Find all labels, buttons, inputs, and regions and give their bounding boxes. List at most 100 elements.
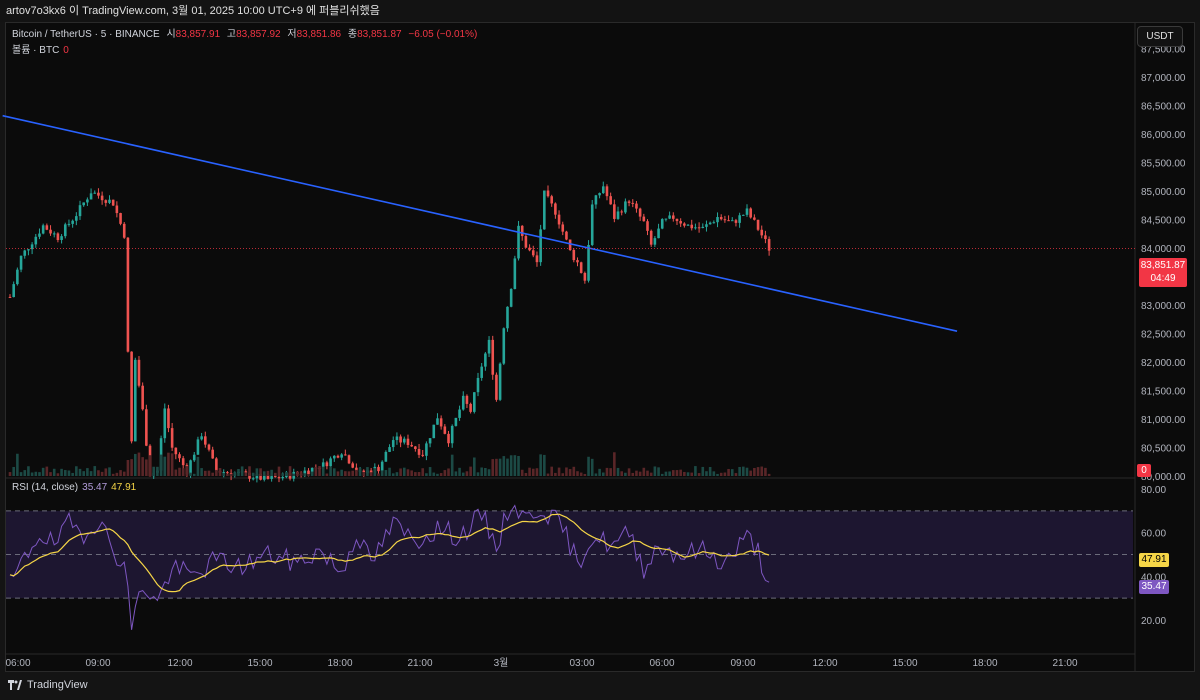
volume-bar — [355, 469, 358, 476]
time-axis-label: 15:00 — [892, 658, 917, 669]
candle — [657, 228, 660, 239]
time-axis-label: 18:00 — [327, 658, 352, 669]
candle — [436, 418, 439, 425]
candle — [351, 463, 355, 468]
volume-bar — [347, 471, 351, 476]
volume-bar — [557, 467, 561, 476]
volume-bar — [465, 471, 469, 476]
candle — [104, 200, 108, 203]
rsi-ma-value: 47.91 — [111, 482, 137, 493]
rsi-axis-label: 60.00 — [1141, 529, 1166, 540]
candle — [605, 186, 609, 197]
candle — [211, 449, 214, 459]
trendline[interactable] — [2, 114, 958, 332]
candle — [664, 218, 668, 220]
volume-label[interactable]: 볼륨 · BTC — [12, 45, 60, 56]
price-axis-label: 84,500.00 — [1141, 215, 1186, 226]
candle — [262, 475, 266, 480]
volume-bar — [583, 473, 587, 476]
candle — [402, 438, 406, 443]
volume-bar — [67, 470, 71, 476]
candle — [513, 258, 517, 289]
volume-bar — [321, 466, 325, 476]
price-axis-label: 85,500.00 — [1141, 158, 1186, 169]
volume-bar — [174, 469, 178, 476]
candle — [760, 229, 764, 236]
candle — [215, 458, 218, 471]
volume-bar — [82, 471, 85, 476]
volume-bar — [539, 454, 542, 476]
volume-bar — [624, 472, 627, 476]
candle — [122, 223, 126, 238]
volume-bar — [204, 470, 207, 476]
tradingview-logo[interactable]: TradingView — [8, 679, 88, 691]
candle — [355, 467, 358, 471]
candle — [447, 433, 450, 444]
candle — [480, 366, 483, 378]
candle — [491, 339, 495, 375]
volume-bar — [756, 467, 760, 476]
candle — [520, 225, 524, 237]
volume-bar — [167, 452, 170, 476]
candle — [649, 230, 653, 245]
candle — [613, 204, 616, 219]
volume-bar — [133, 453, 137, 476]
candle — [204, 436, 207, 445]
volume-bar — [657, 467, 660, 476]
high-label: 고 — [226, 29, 237, 40]
candle — [163, 408, 167, 439]
candle — [502, 328, 506, 364]
volume-bar — [229, 473, 233, 476]
candle — [543, 190, 546, 230]
volume-bar — [565, 467, 568, 476]
volume-bar — [719, 472, 723, 476]
candle — [716, 217, 719, 223]
volume-bar — [590, 458, 594, 476]
candle — [108, 199, 111, 203]
candle — [764, 235, 767, 240]
candle — [694, 227, 697, 229]
volume-bar — [469, 466, 472, 476]
volume-bar — [362, 471, 366, 476]
volume-bar — [27, 466, 30, 476]
candle — [270, 476, 273, 479]
candle — [71, 220, 74, 224]
volume-bar — [115, 472, 119, 476]
volume-bar — [366, 467, 369, 476]
symbol-name[interactable]: Bitcoin / TetherUS · 5 · BINANCE — [12, 29, 160, 40]
volume-bar — [351, 470, 355, 476]
volume-bar — [473, 457, 476, 476]
volume-bar — [730, 469, 734, 476]
volume-bar — [159, 454, 163, 476]
candle — [159, 438, 163, 471]
candle — [749, 208, 752, 218]
rsi-title[interactable]: RSI (14, close) — [12, 482, 79, 493]
candle — [19, 255, 23, 270]
volume-tag: 0 — [1137, 464, 1151, 477]
price-axis-label: 81,000.00 — [1141, 415, 1186, 426]
candle — [609, 196, 612, 205]
volume-bar — [100, 471, 104, 476]
currency-button[interactable]: USDT — [1137, 26, 1183, 47]
volume-bar — [679, 469, 682, 476]
volume-bar — [288, 466, 292, 476]
candle — [697, 227, 701, 229]
volume-bar — [638, 471, 642, 476]
candle — [38, 233, 41, 237]
candle — [86, 199, 89, 203]
volume-bar — [104, 468, 108, 476]
volume-bar — [19, 472, 23, 476]
volume-bar — [436, 473, 439, 476]
candle — [170, 428, 174, 448]
candle — [683, 223, 686, 226]
volume-bar — [266, 470, 270, 476]
candle — [340, 454, 343, 458]
volume-bar — [314, 467, 318, 476]
volume-bar — [738, 466, 741, 476]
volume-bar — [649, 472, 653, 476]
volume-bar — [443, 470, 447, 476]
volume-bar — [646, 470, 649, 476]
volume-bar — [594, 473, 598, 476]
volume-bar — [248, 466, 251, 476]
